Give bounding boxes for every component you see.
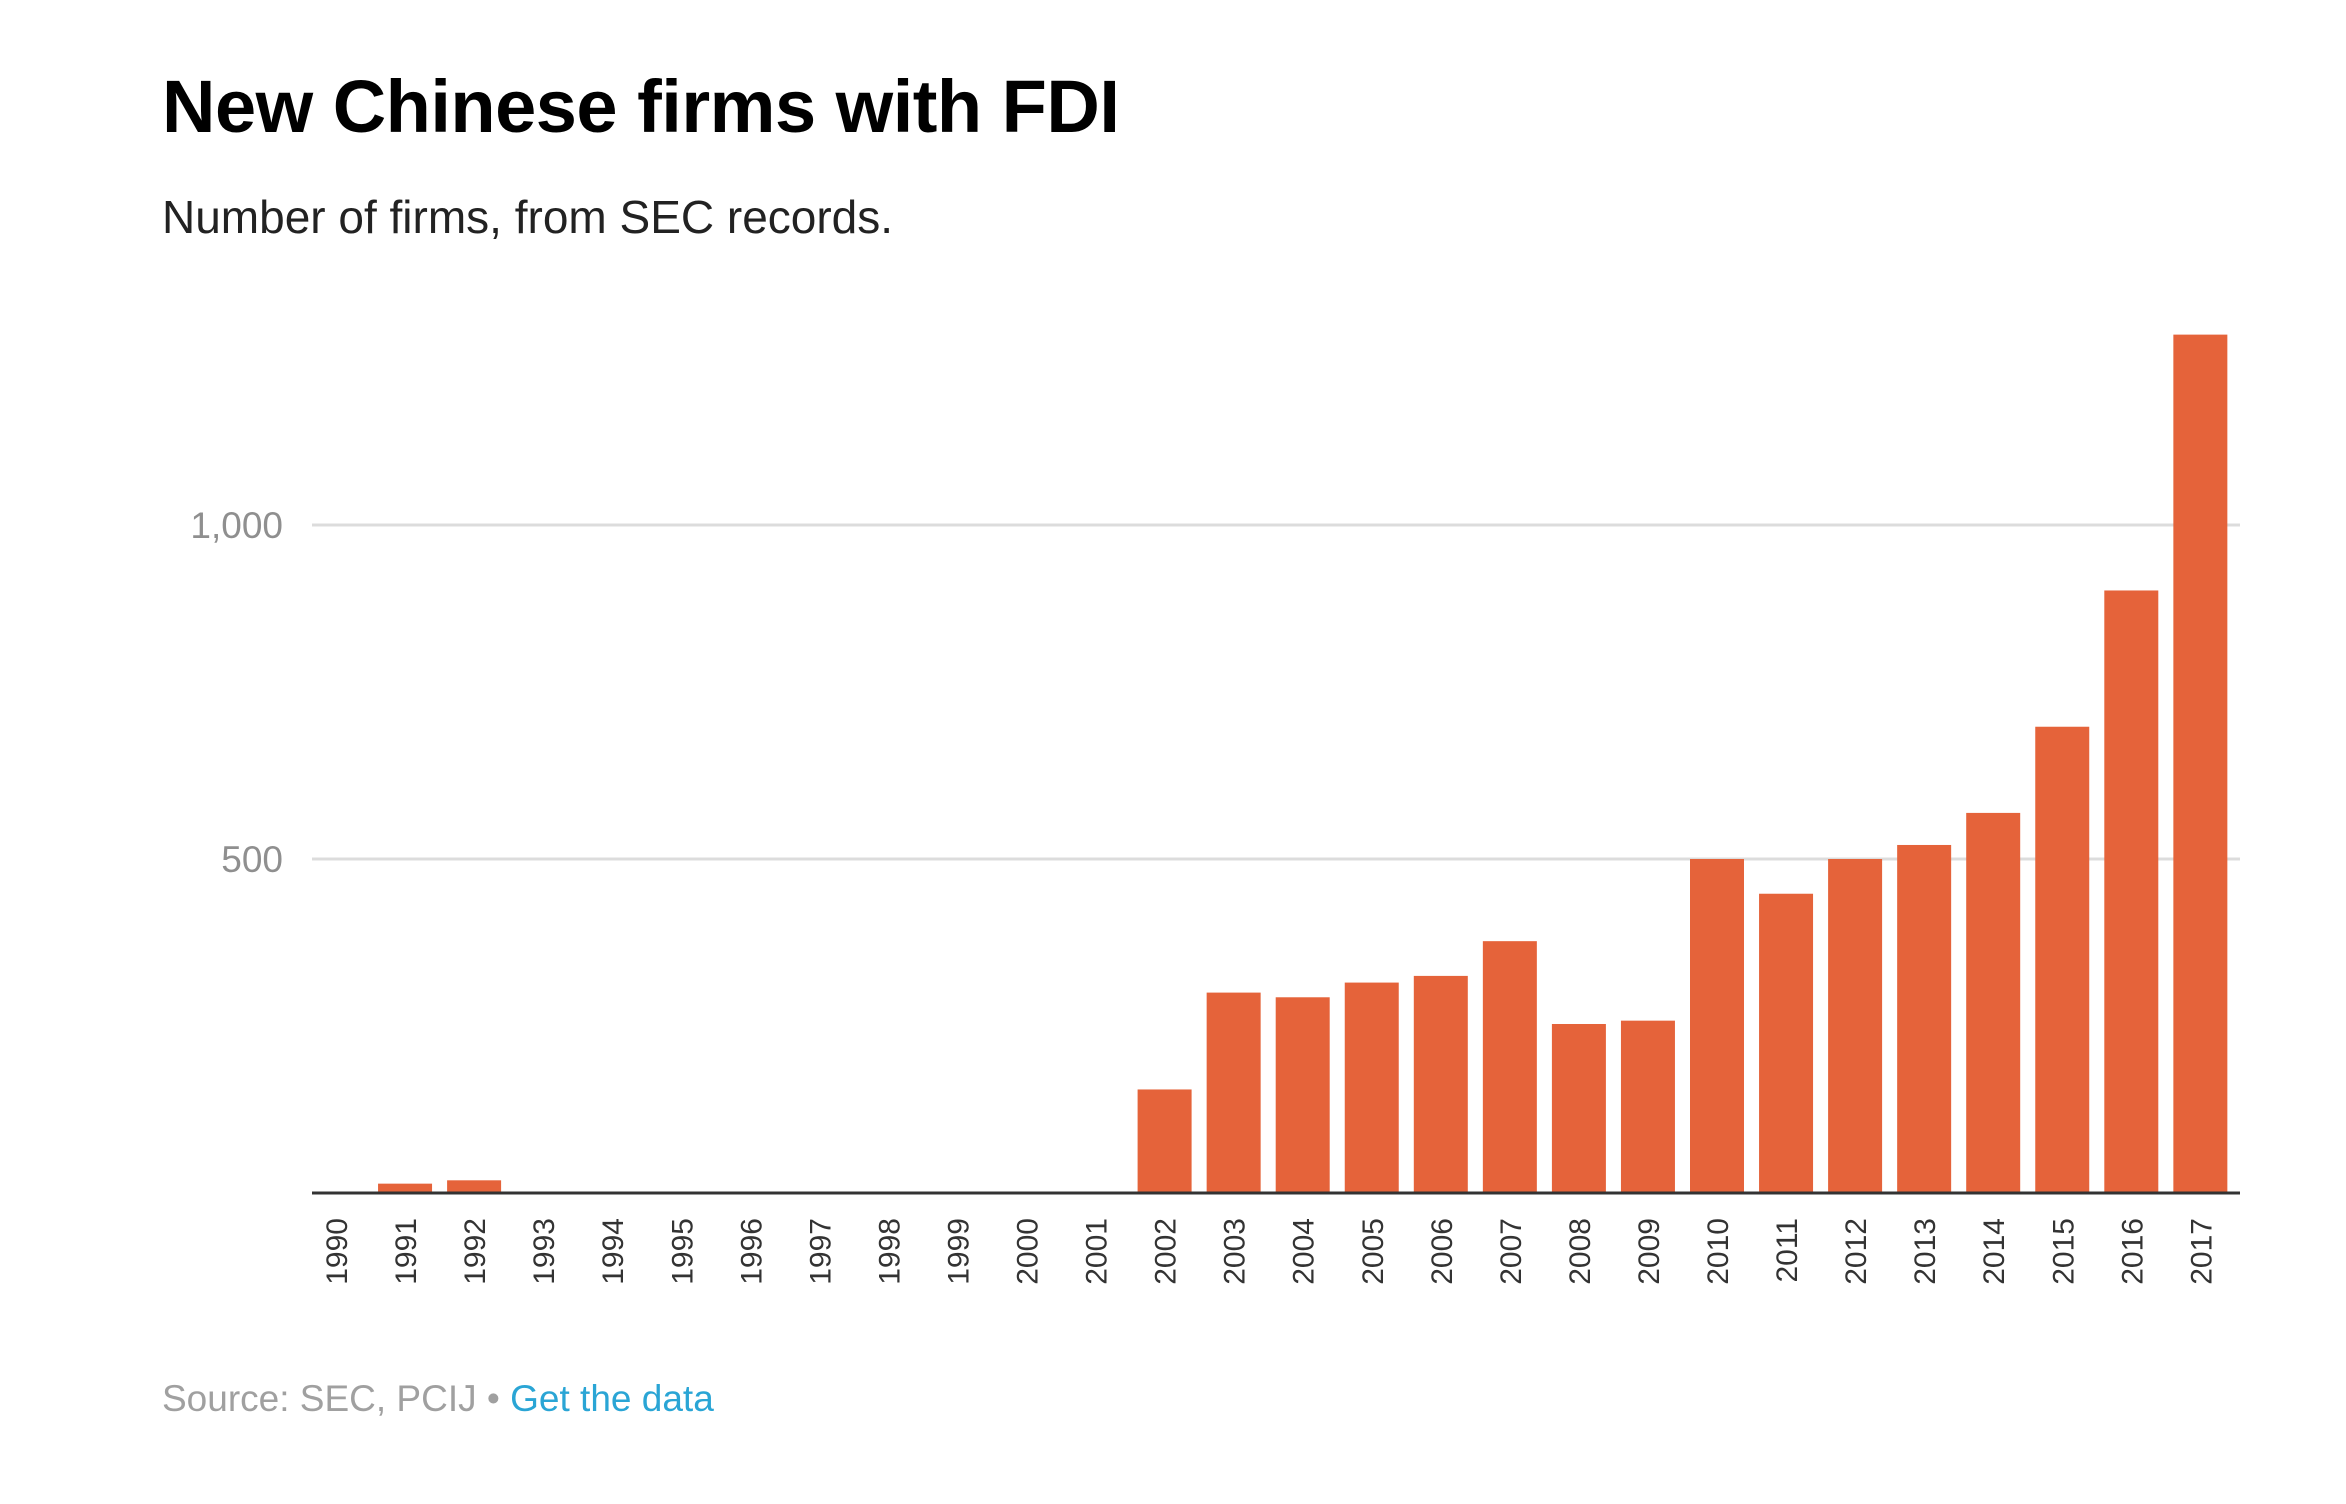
bar-2012 — [1828, 859, 1883, 1193]
x-tick-label-2001: 2001 — [1081, 1218, 1114, 1285]
source-text: Source: SEC, PCIJ — [162, 1378, 477, 1419]
x-tick-label-2011: 2011 — [1771, 1218, 1804, 1283]
bar-2011 — [1759, 893, 1814, 1193]
x-tick-label-2017: 2017 — [2185, 1218, 2218, 1285]
chart-title: New Chinese firms with FDI — [162, 65, 1120, 148]
bar-2014 — [1966, 812, 2021, 1193]
x-tick-label-2006: 2006 — [1426, 1218, 1459, 1285]
x-tick-label-2002: 2002 — [1150, 1218, 1183, 1285]
bar-2002 — [1137, 1089, 1192, 1193]
x-tick-label-2007: 2007 — [1495, 1218, 1528, 1285]
bar-2003 — [1206, 992, 1261, 1193]
x-tick-label-2009: 2009 — [1633, 1218, 1666, 1285]
bar-2009 — [1620, 1020, 1675, 1193]
x-tick-label-2004: 2004 — [1288, 1218, 1321, 1285]
bar-2013 — [1897, 844, 1952, 1193]
x-tick-label-2013: 2013 — [1909, 1218, 1942, 1285]
x-tick-label-2000: 2000 — [1012, 1218, 1045, 1285]
x-tick-label-1992: 1992 — [459, 1218, 492, 1285]
bar-2005 — [1344, 982, 1399, 1193]
x-tick-label-1993: 1993 — [528, 1218, 561, 1285]
bar-1992 — [447, 1180, 502, 1193]
bar-2010 — [1690, 859, 1744, 1193]
gridlines — [312, 523, 2240, 861]
x-tick-label-1999: 1999 — [942, 1218, 975, 1285]
x-tick-label-1998: 1998 — [873, 1218, 906, 1285]
bar-2007 — [1482, 941, 1537, 1193]
x-tick-label-2003: 2003 — [1219, 1218, 1252, 1285]
bar-1991 — [378, 1183, 433, 1193]
bar-2015 — [2035, 726, 2090, 1193]
x-tick-label-2012: 2012 — [1840, 1218, 1873, 1285]
bar-2008 — [1551, 1023, 1606, 1193]
y-axis-tick-labels: 500 1,000 — [190, 505, 283, 880]
x-tick-label-2016: 2016 — [2116, 1218, 2149, 1285]
x-tick-label-2008: 2008 — [1564, 1218, 1597, 1285]
bar-2004 — [1275, 997, 1330, 1193]
x-tick-label-2014: 2014 — [1978, 1218, 2011, 1285]
x-tick-label-2005: 2005 — [1357, 1218, 1390, 1285]
x-tick-label-1996: 1996 — [735, 1218, 768, 1285]
x-axis-tick-labels: 1990 1991 1992 1993 1994 1995 1996 1997 1998 1999… — [321, 1218, 2218, 1285]
bar-2016 — [2104, 590, 2159, 1193]
x-tick-label-1990: 1990 — [321, 1218, 354, 1285]
x-tick-label-2010: 2010 — [1702, 1218, 1735, 1285]
source-footer: Source: SEC, PCIJ • Get the data — [162, 1378, 714, 1420]
x-tick-label-1995: 1995 — [666, 1218, 699, 1285]
bars — [378, 334, 2228, 1193]
y-tick-label: 500 — [221, 839, 283, 880]
separator-dot: • — [476, 1378, 511, 1419]
bar-2006 — [1413, 975, 1468, 1193]
x-tick-label-1994: 1994 — [597, 1218, 630, 1285]
bar-2017 — [2173, 334, 2228, 1193]
get-the-data-link[interactable]: Get the data — [510, 1378, 714, 1419]
y-tick-label: 1,000 — [190, 505, 283, 546]
x-tick-label-1991: 1991 — [390, 1218, 423, 1285]
x-tick-label-1997: 1997 — [804, 1218, 837, 1285]
x-tick-label-2015: 2015 — [2047, 1218, 2080, 1285]
chart-subtitle: Number of firms, from SEC records. — [162, 191, 894, 243]
